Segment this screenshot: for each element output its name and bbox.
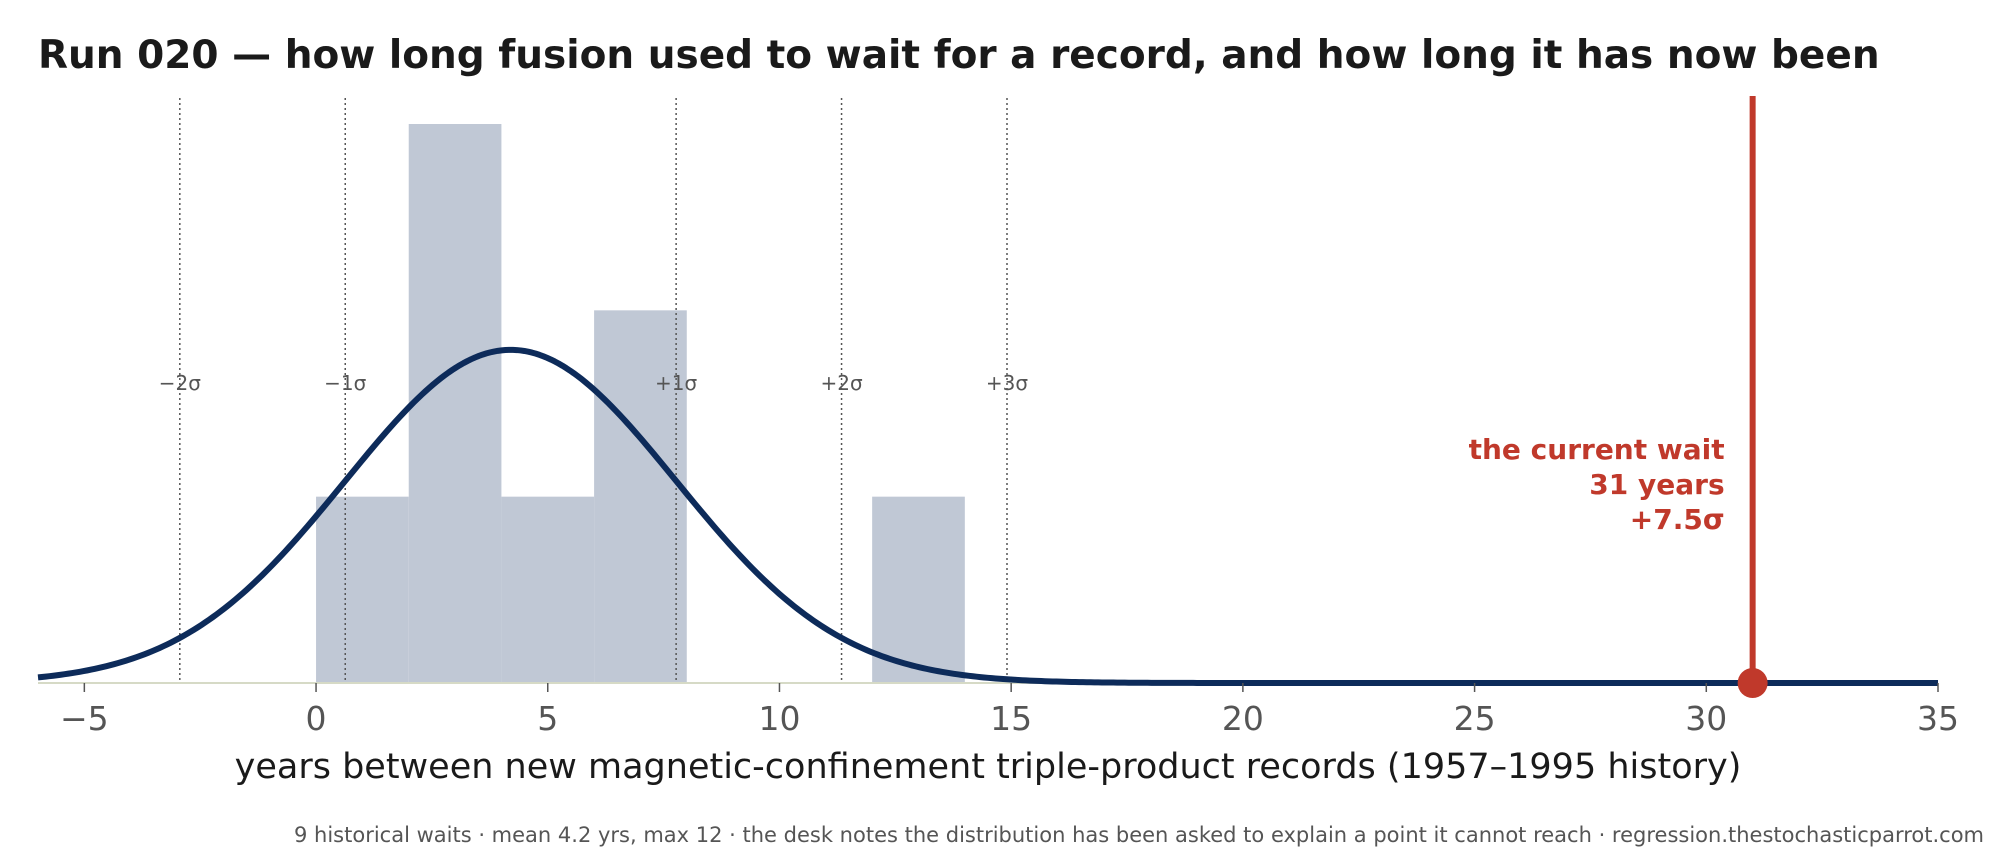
chart-title: Run 020 — how long fusion used to wait f… (38, 33, 1880, 78)
x-axis-ticks: −5 0 5 10 15 20 25 30 35 (60, 683, 1959, 738)
histogram-bars (316, 124, 965, 683)
current-wait-label-0: the current wait (1469, 433, 1725, 466)
x-tick-label-7: 30 (1685, 699, 1727, 738)
sigma-label-0: −2σ (159, 371, 201, 395)
histogram-bar-4-6 (501, 496, 595, 683)
x-tick-label-2: 5 (537, 699, 558, 738)
x-tick-label-3: 10 (758, 699, 800, 738)
x-tick-label-1: 0 (306, 699, 327, 738)
sigma-label-1: −1σ (324, 371, 366, 395)
current-wait-label-1: 31 years (1589, 468, 1724, 501)
normal-fit-curve (37, 346, 1938, 686)
sigma-label-4: +3σ (986, 371, 1028, 395)
histogram-bar-2-4 (408, 124, 502, 683)
histogram-bar-0-2 (316, 496, 409, 683)
x-tick-label-8: 35 (1917, 699, 1959, 738)
sigma-lines: −2σ −1σ +1σ +2σ +3σ (159, 98, 1028, 683)
x-axis-label: years between new magnetic-confinement t… (235, 747, 1742, 787)
sigma-label-2: +1σ (655, 371, 697, 395)
x-tick-label-5: 20 (1222, 699, 1264, 738)
current-wait-label-2: +7.5σ (1630, 503, 1725, 536)
x-tick-label-0: −5 (60, 699, 109, 738)
sigma-label-3: +2σ (820, 371, 862, 395)
histogram-bar-12-14 (872, 496, 965, 683)
current-wait-point (1737, 668, 1768, 698)
footer-note: 9 historical waits · mean 4.2 yrs, max 1… (294, 823, 1984, 847)
x-tick-label-6: 25 (1454, 699, 1496, 738)
histogram-bar-6-8 (594, 310, 687, 683)
x-tick-label-4: 15 (990, 699, 1032, 738)
